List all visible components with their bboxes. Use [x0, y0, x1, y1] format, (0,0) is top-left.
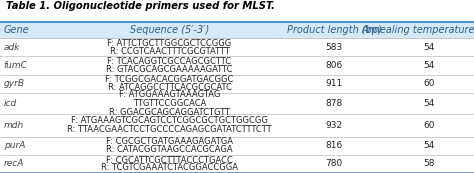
- Text: 806: 806: [326, 61, 343, 70]
- Text: gyrB: gyrB: [4, 79, 25, 88]
- Text: 54: 54: [423, 61, 435, 70]
- Text: 54: 54: [423, 141, 435, 150]
- Text: F: CGCATTCGCTTTACCCTGACC: F: CGCATTCGCTTTACCCTGACC: [106, 156, 233, 165]
- Text: F: ATTCTGCTTGGCGCTCCGGG: F: ATTCTGCTTGGCGCTCCGGG: [107, 39, 232, 48]
- Text: 816: 816: [326, 141, 343, 150]
- Text: 932: 932: [326, 121, 343, 130]
- Text: Gene: Gene: [4, 25, 29, 35]
- Text: 60: 60: [423, 121, 435, 130]
- Text: purA: purA: [4, 141, 25, 150]
- Text: R: TTAACGAACTCCTGCCCCAGAGCGATATCTTTCTT: R: TTAACGAACTCCTGCCCCAGAGCGATATCTTTCTT: [67, 125, 272, 134]
- Bar: [0, 22, 474, 38]
- Text: F: ATGAAAGTCGCAGTCCTCGGCGCTGCTGGCGG: F: ATGAAAGTCGCAGTCCTCGGCGCTGCTGGCGG: [71, 116, 268, 125]
- Text: 911: 911: [326, 79, 343, 88]
- Text: Table 1. Oligonucleotide primers used for MLST.: Table 1. Oligonucleotide primers used fo…: [6, 1, 274, 11]
- Text: mdh: mdh: [4, 121, 24, 130]
- Text: R: CCGTCAACTTTCGCGTATTT: R: CCGTCAACTTTCGCGTATTT: [109, 47, 229, 56]
- Text: 780: 780: [326, 159, 343, 168]
- Text: 54: 54: [423, 99, 435, 108]
- Text: recA: recA: [4, 159, 24, 168]
- Text: F: TCGGCGACACGGATGACGGC: F: TCGGCGACACGGATGACGGC: [105, 75, 234, 84]
- Text: 583: 583: [326, 43, 343, 52]
- Text: R: GGACGCAGCAGGATCTGTT: R: GGACGCAGCAGGATCTGTT: [109, 108, 230, 117]
- Text: Annealing temperature (°C): Annealing temperature (°C): [361, 25, 474, 35]
- Text: TTGTTCCGGCACA: TTGTTCCGGCACA: [133, 99, 206, 108]
- Text: 58: 58: [423, 159, 435, 168]
- Text: icd: icd: [4, 99, 17, 108]
- Text: R: ATCAGGCCTTCACGCGCATC: R: ATCAGGCCTTCACGCGCATC: [108, 83, 231, 92]
- Text: R: GTACGCAGCGAAAAAGATTC: R: GTACGCAGCGAAAAAGATTC: [106, 65, 233, 74]
- Text: Sequence (5′-3′): Sequence (5′-3′): [130, 25, 209, 35]
- Text: 60: 60: [423, 79, 435, 88]
- Text: fumC: fumC: [4, 61, 27, 70]
- Text: F: ATGGAAAGTAAAGTAG: F: ATGGAAAGTAAAGTAG: [119, 90, 220, 99]
- Text: Product length (bp): Product length (bp): [287, 25, 382, 35]
- Text: F: CGCGCTGATGAAAGAGATGA: F: CGCGCTGATGAAAGAGATGA: [106, 137, 233, 146]
- Text: R: TCGTCGAAATCTACGGACCGGA: R: TCGTCGAAATCTACGGACCGGA: [101, 163, 238, 172]
- Text: 54: 54: [423, 43, 435, 52]
- Text: F: TCACAGGTCGCCAGCGCTTC: F: TCACAGGTCGCCAGCGCTTC: [108, 57, 231, 66]
- Text: adk: adk: [4, 43, 20, 52]
- Text: R: CATACGGTAAGCCACGCAGA: R: CATACGGTAAGCCACGCAGA: [106, 145, 233, 154]
- Text: 878: 878: [326, 99, 343, 108]
